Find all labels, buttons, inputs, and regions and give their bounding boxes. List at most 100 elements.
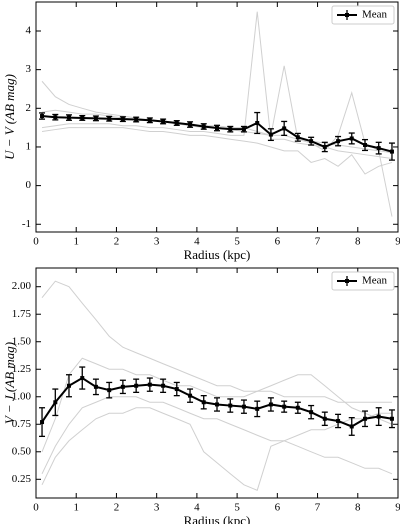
marker	[376, 146, 381, 151]
marker	[268, 402, 273, 407]
error-bar	[39, 112, 46, 120]
individual-profile	[41, 396, 393, 475]
x-tick-label: 9	[395, 502, 400, 514]
error-bar	[281, 400, 288, 413]
error-bar	[133, 116, 140, 123]
x-tick-label: 4	[194, 502, 200, 514]
y-tick-label: 1.50	[12, 335, 32, 347]
error-bar	[173, 381, 180, 397]
x-tick-label: 6	[275, 502, 281, 514]
error-bar	[39, 407, 46, 438]
error-bar	[308, 404, 315, 420]
error-bar	[52, 113, 59, 121]
x-tick-label: 5	[234, 236, 240, 248]
marker	[215, 402, 219, 407]
error-bar	[227, 398, 234, 413]
x-tick-label: 0	[33, 236, 39, 248]
error-bar	[79, 114, 86, 121]
marker	[80, 376, 85, 381]
y-tick-label: 1	[26, 140, 32, 152]
error-bar	[267, 128, 274, 142]
marker	[134, 383, 139, 388]
error-bar	[335, 135, 342, 147]
marker	[66, 115, 71, 120]
marker	[363, 416, 368, 421]
marker	[228, 403, 233, 408]
error-bar	[348, 132, 355, 145]
x-tick-label: 1	[73, 236, 79, 248]
error-bar	[92, 115, 99, 122]
individual-profile	[41, 407, 392, 491]
y-tick-label: 2	[26, 102, 32, 114]
marker	[40, 420, 45, 425]
marker	[53, 115, 58, 120]
error-bar	[92, 378, 99, 396]
legend-label: Mean	[362, 9, 388, 21]
marker	[40, 114, 45, 119]
marker	[161, 119, 166, 124]
marker	[309, 139, 314, 144]
x-tick-label: 7	[315, 502, 321, 514]
plot-area	[39, 280, 395, 491]
x-tick-label: 1	[73, 502, 79, 514]
error-bar	[65, 114, 72, 121]
y-tick-label: -1	[22, 218, 31, 230]
error-bar	[173, 120, 180, 126]
marker	[322, 144, 327, 149]
error-bar	[119, 379, 126, 395]
y-tick-label: 0.75	[12, 418, 32, 430]
x-tick-label: 9	[395, 236, 400, 248]
error-bar	[294, 401, 301, 414]
error-bar	[65, 374, 72, 398]
marker	[228, 127, 233, 132]
marker	[241, 404, 246, 409]
x-tick-label: 2	[114, 236, 120, 248]
error-bar	[321, 411, 328, 427]
marker	[241, 127, 246, 132]
error-bar	[308, 136, 315, 146]
plot-area	[39, 11, 395, 217]
error-bar	[281, 120, 288, 137]
marker	[80, 115, 85, 120]
error-bar	[119, 116, 126, 123]
x-tick-label: 3	[154, 502, 160, 514]
individual-profile	[41, 127, 393, 175]
error-bar	[146, 117, 153, 124]
error-bar	[240, 399, 247, 414]
legend-marker	[345, 279, 349, 283]
error-bar	[214, 397, 220, 412]
x-axis-label: Radius (kpc)	[184, 513, 251, 524]
marker	[215, 126, 219, 131]
error-bar	[187, 121, 194, 128]
marker	[295, 135, 300, 140]
individual-profile	[41, 357, 393, 452]
error-bar	[160, 378, 167, 394]
y-tick-label: 2.00	[12, 280, 32, 292]
error-bar	[335, 413, 342, 429]
x-tick-label: 8	[355, 502, 361, 514]
x-tick-label: 6	[275, 236, 281, 248]
marker	[120, 117, 125, 122]
error-bar	[388, 409, 395, 429]
x-tick-label: 4	[194, 236, 200, 248]
marker	[255, 120, 260, 125]
error-bar	[375, 141, 382, 155]
marker	[268, 132, 273, 137]
error-bar	[267, 397, 274, 412]
marker	[282, 126, 287, 131]
error-bar	[321, 141, 328, 153]
marker	[201, 400, 206, 405]
marker	[389, 149, 394, 154]
error-bar	[187, 388, 194, 403]
marker	[282, 404, 287, 409]
marker	[174, 120, 179, 125]
x-tick-label: 5	[234, 502, 240, 514]
x-tick-label: 7	[315, 236, 321, 248]
error-bar	[294, 132, 301, 142]
error-bar	[375, 407, 382, 427]
error-bar	[200, 395, 207, 410]
y-tick-label: 1.25	[12, 363, 32, 375]
marker	[349, 136, 354, 141]
marker	[93, 116, 98, 121]
